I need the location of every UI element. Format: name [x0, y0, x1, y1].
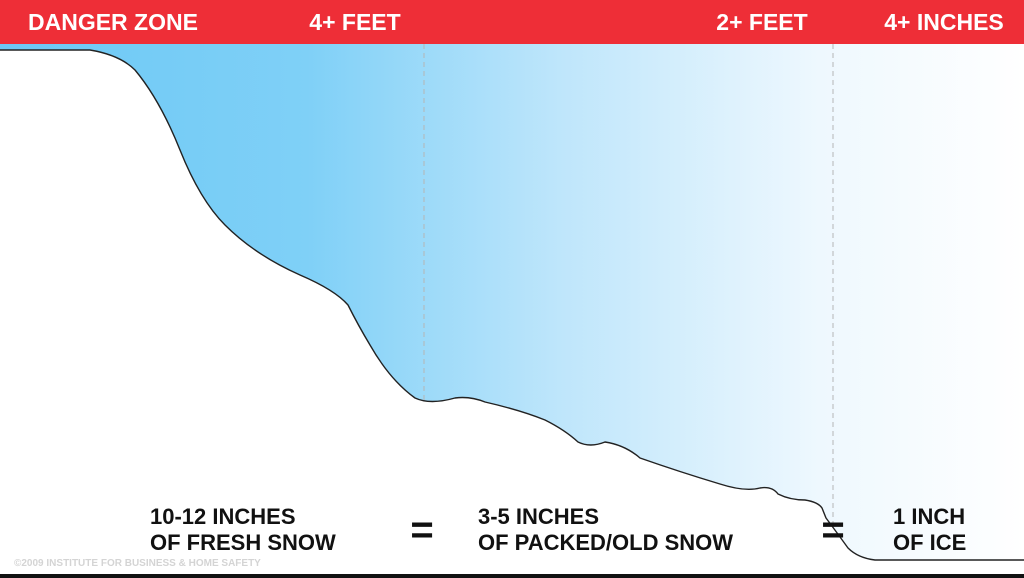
copyright: ©2009 INSTITUTE FOR BUSINESS & HOME SAFE…	[14, 558, 261, 569]
equivalent-label: 3-5 INCHES	[478, 504, 599, 529]
header-label: 4+ FEET	[309, 9, 400, 35]
header-label: 2+ FEET	[716, 9, 807, 35]
equals-sign: =	[410, 508, 433, 552]
equivalent-label: OF ICE	[893, 530, 966, 555]
roof-surface	[0, 50, 1024, 578]
equivalent-label: OF FRESH SNOW	[150, 530, 336, 555]
snow-profile	[0, 49, 1024, 561]
header-label: 4+ INCHES	[884, 9, 1004, 35]
equivalent-label: OF PACKED/OLD SNOW	[478, 530, 733, 555]
equivalent-label: 10-12 INCHES	[150, 504, 296, 529]
equivalent-label: 1 INCH	[893, 504, 965, 529]
bottom-bar	[0, 574, 1024, 578]
header-bar	[0, 0, 1024, 44]
equals-sign: =	[821, 508, 844, 552]
header-label: DANGER ZONE	[28, 9, 198, 35]
